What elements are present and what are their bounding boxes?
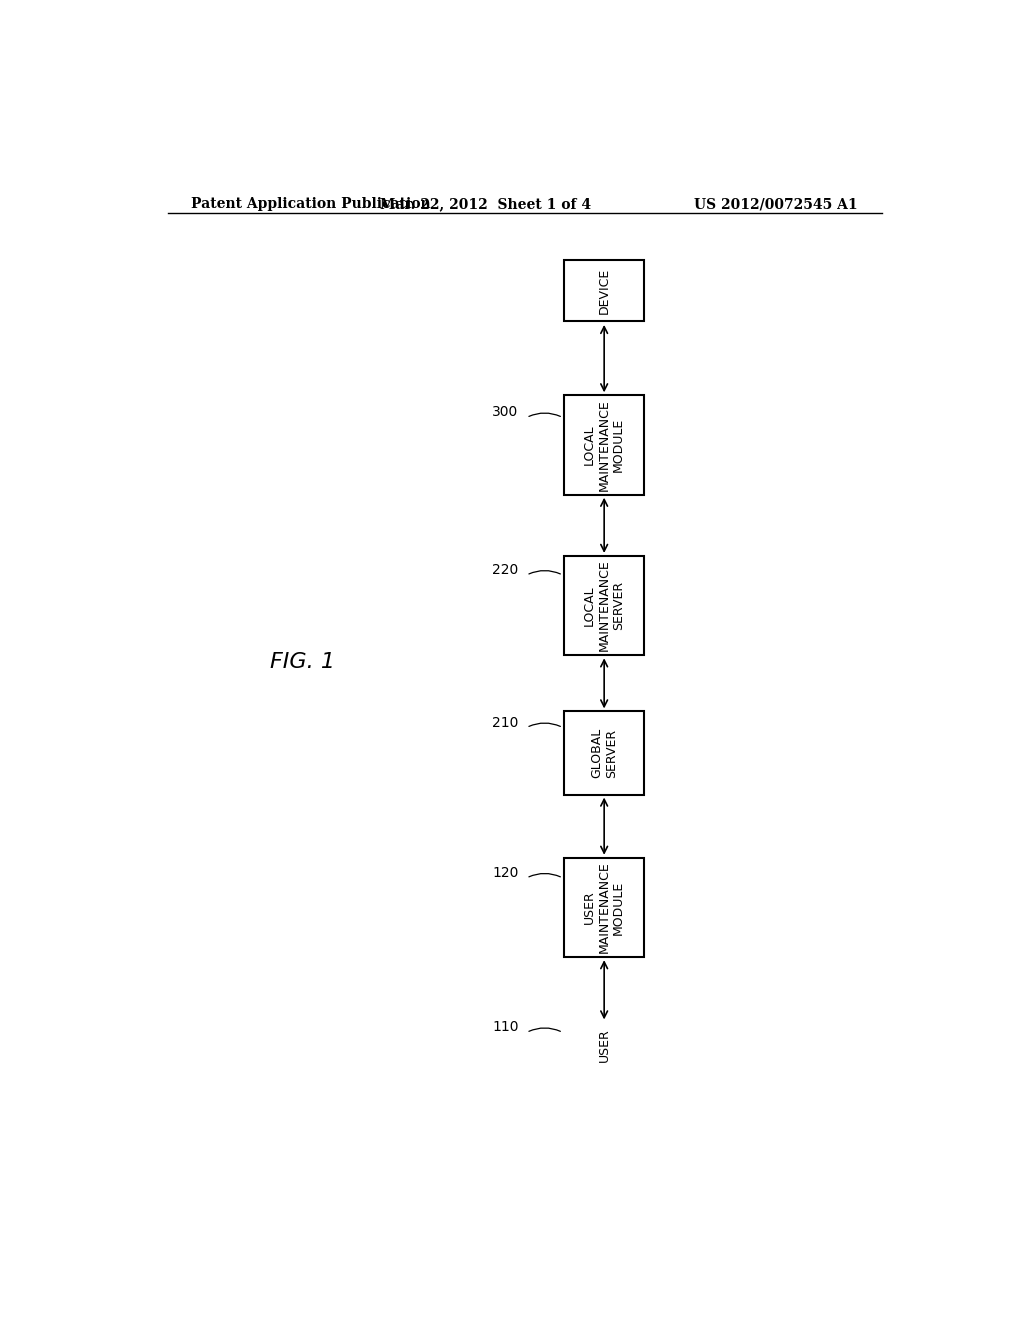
Text: US 2012/0072545 A1: US 2012/0072545 A1 xyxy=(694,197,858,211)
Bar xyxy=(564,711,644,795)
Bar xyxy=(564,395,644,495)
Text: Patent Application Publication: Patent Application Publication xyxy=(191,197,431,211)
Text: USER: USER xyxy=(598,1028,610,1061)
Text: FIG. 1: FIG. 1 xyxy=(270,652,335,672)
Text: GLOBAL
SERVER: GLOBAL SERVER xyxy=(591,727,617,777)
Bar xyxy=(564,260,644,321)
Text: Mar. 22, 2012  Sheet 1 of 4: Mar. 22, 2012 Sheet 1 of 4 xyxy=(380,197,591,211)
Bar xyxy=(564,556,644,656)
Text: 220: 220 xyxy=(493,564,518,577)
Text: DEVICE: DEVICE xyxy=(598,268,610,314)
Text: 300: 300 xyxy=(493,405,518,420)
Bar xyxy=(564,858,644,957)
Text: 210: 210 xyxy=(493,715,518,730)
Text: LOCAL
MAINTENANCE
SERVER: LOCAL MAINTENANCE SERVER xyxy=(583,560,626,652)
Text: 110: 110 xyxy=(492,1020,518,1035)
Text: USER
MAINTENANCE
MODULE: USER MAINTENANCE MODULE xyxy=(583,862,626,953)
Text: 120: 120 xyxy=(493,866,518,880)
Text: LOCAL
MAINTENANCE
MODULE: LOCAL MAINTENANCE MODULE xyxy=(583,399,626,491)
